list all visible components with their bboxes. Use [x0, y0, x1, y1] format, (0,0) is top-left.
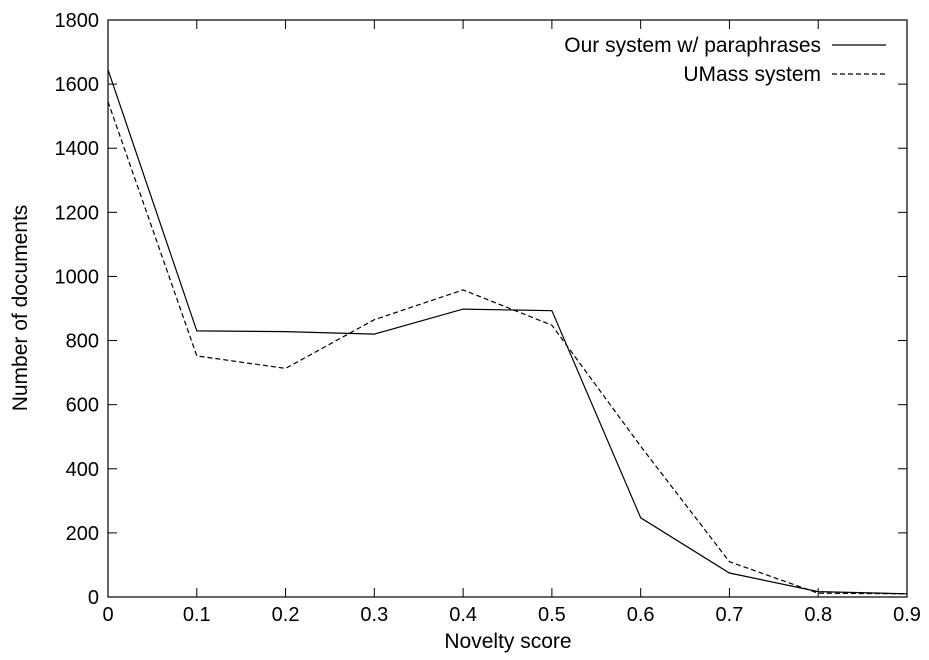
- x-tick-label: 0.2: [272, 604, 300, 626]
- plot-area-border: [107, 19, 908, 598]
- x-tick-label: 0.5: [538, 604, 566, 626]
- y-axis-title: Number of documents: [9, 205, 32, 412]
- y-tick-label: 400: [66, 459, 99, 481]
- y-tick-label: 600: [66, 395, 99, 417]
- x-tick-label: 0.7: [716, 604, 744, 626]
- x-tick-label: 0.6: [627, 604, 655, 626]
- y-tick-label: 1600: [55, 74, 100, 96]
- series-line-our-system: [107, 69, 908, 595]
- series-line-umass-system: [107, 101, 908, 595]
- y-tick-label: 0: [88, 587, 99, 609]
- y-tick-label: 1800: [55, 10, 100, 32]
- x-axis-title: Novelty score: [444, 630, 571, 653]
- y-tick-label: 1200: [55, 202, 100, 224]
- x-tick-label: 0.1: [183, 604, 211, 626]
- legend-label: UMass system: [683, 63, 821, 86]
- y-tick-label: 200: [66, 523, 99, 545]
- x-tick-label: 0.8: [804, 604, 832, 626]
- x-tick-label: 0.4: [449, 604, 477, 626]
- y-tick-label: 800: [66, 331, 99, 353]
- x-tick-label: 0: [102, 604, 113, 626]
- y-tick-label: 1400: [55, 138, 100, 160]
- y-tick-label: 1000: [55, 266, 100, 288]
- x-tick-label: 0.3: [360, 604, 388, 626]
- legend-label: Our system w/ paraphrases: [564, 34, 821, 57]
- x-tick-label: 0.9: [893, 604, 921, 626]
